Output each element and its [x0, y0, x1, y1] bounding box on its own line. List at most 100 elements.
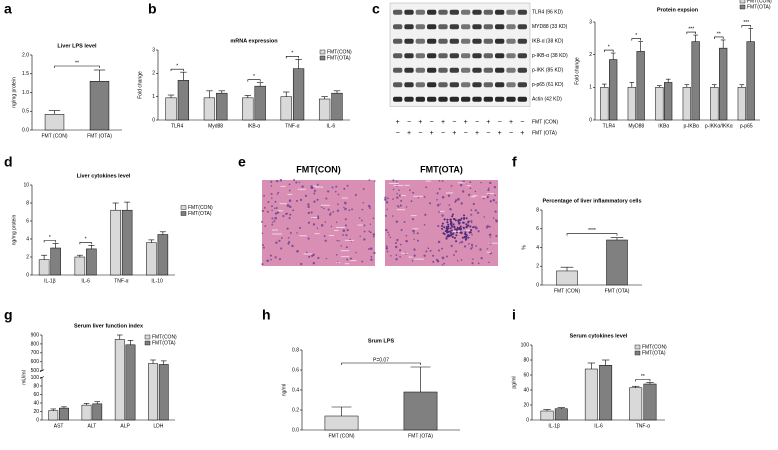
- y-tick-label: 6: [26, 218, 29, 224]
- sinusoid: [400, 194, 406, 196]
- legend-swatch: [739, 4, 746, 10]
- infiltrate: [447, 225, 450, 228]
- nucleus: [295, 199, 298, 202]
- nucleus: [298, 226, 301, 229]
- bar: [177, 80, 190, 121]
- blot-band: [427, 24, 437, 30]
- bar: [540, 410, 554, 421]
- blot-band: [427, 67, 437, 73]
- nucleus: [282, 215, 285, 218]
- blot-band: [461, 53, 471, 59]
- nucleus: [286, 227, 289, 230]
- nucleus: [263, 206, 266, 209]
- infiltrate: [450, 229, 453, 232]
- nucleus: [327, 190, 330, 193]
- nucleus: [358, 217, 361, 219]
- blot-band: [483, 82, 493, 88]
- sinusoid: [299, 235, 307, 237]
- bar: [158, 364, 169, 421]
- nucleus: [405, 239, 408, 243]
- nucleus: [271, 217, 274, 220]
- x-tick-label: IL-6: [326, 123, 335, 129]
- significance-bracket: [54, 65, 100, 68]
- blot-band: [427, 38, 437, 44]
- nucleus: [400, 199, 403, 202]
- nucleus: [342, 229, 346, 232]
- nucleus: [328, 213, 332, 216]
- nucleus: [403, 221, 406, 223]
- nucleus: [298, 181, 301, 184]
- nucleus: [324, 221, 327, 223]
- bar: [280, 96, 292, 121]
- legend-swatch: [144, 340, 151, 346]
- nucleus: [351, 208, 353, 211]
- bar: [203, 97, 216, 121]
- nucleus: [392, 179, 395, 182]
- y-tick-label: 3: [589, 19, 592, 25]
- sinusoid: [334, 229, 339, 231]
- nucleus: [307, 221, 311, 224]
- nucleus: [361, 260, 364, 263]
- nucleus: [338, 240, 340, 242]
- x-tick-label: ALP: [120, 423, 130, 429]
- nucleus: [269, 254, 272, 257]
- blot-band: [495, 9, 505, 15]
- sinusoid: [336, 262, 341, 264]
- nucleus: [392, 198, 394, 200]
- bar: [86, 248, 97, 276]
- nucleus: [456, 260, 459, 262]
- nucleus: [317, 217, 320, 220]
- nucleus: [330, 212, 332, 214]
- sinusoid: [404, 184, 410, 186]
- blot-label: TLR4 (96 KD): [532, 10, 563, 16]
- blot-band: [506, 24, 516, 30]
- bar: [600, 87, 609, 121]
- nucleus: [450, 244, 453, 248]
- nucleus: [348, 209, 351, 212]
- infiltrate: [472, 226, 475, 229]
- nucleus: [386, 250, 389, 253]
- y-tick-label: 1: [589, 85, 592, 91]
- nucleus: [405, 206, 408, 208]
- nucleus: [474, 225, 477, 229]
- infiltrate: [450, 234, 453, 237]
- bar: [81, 404, 92, 421]
- blot-band: [415, 67, 425, 73]
- nucleus: [437, 224, 440, 228]
- y-axis-label: mU/ml: [21, 370, 27, 384]
- nucleus: [412, 229, 415, 233]
- nucleus: [423, 195, 426, 198]
- treatment-sign: −: [452, 119, 456, 126]
- nucleus: [262, 246, 265, 249]
- nucleus: [266, 259, 269, 263]
- blot-band: [472, 96, 482, 102]
- blot-band: [393, 82, 403, 88]
- sinusoid: [445, 192, 453, 194]
- y-tick-label: 0.4: [292, 387, 299, 393]
- sinusoid: [439, 210, 445, 212]
- bar: [606, 239, 628, 286]
- significance-label: *: [49, 235, 51, 241]
- significance-bracket: [631, 38, 641, 41]
- nucleus: [390, 254, 392, 257]
- blot-band: [472, 24, 482, 30]
- nucleus: [425, 186, 428, 189]
- bar: [331, 92, 343, 121]
- nucleus: [310, 211, 313, 214]
- nucleus: [441, 264, 444, 266]
- nucleus: [274, 200, 277, 203]
- infiltrate: [463, 217, 466, 220]
- sinusoid: [279, 203, 287, 205]
- significance-bracket: [170, 68, 184, 72]
- x-tick-label: p-IKBα: [684, 123, 700, 129]
- bar: [627, 87, 636, 121]
- y-tick-label: 2: [26, 254, 29, 260]
- blot-band: [449, 96, 459, 102]
- nucleus: [471, 262, 474, 265]
- x-tick-label: Myd88: [208, 123, 223, 129]
- chart-title: Liver LPS level: [57, 43, 97, 49]
- y-tick-label: 0.5: [22, 109, 29, 115]
- nucleus: [452, 254, 455, 256]
- nucleus: [392, 188, 395, 191]
- nucleus: [386, 208, 388, 211]
